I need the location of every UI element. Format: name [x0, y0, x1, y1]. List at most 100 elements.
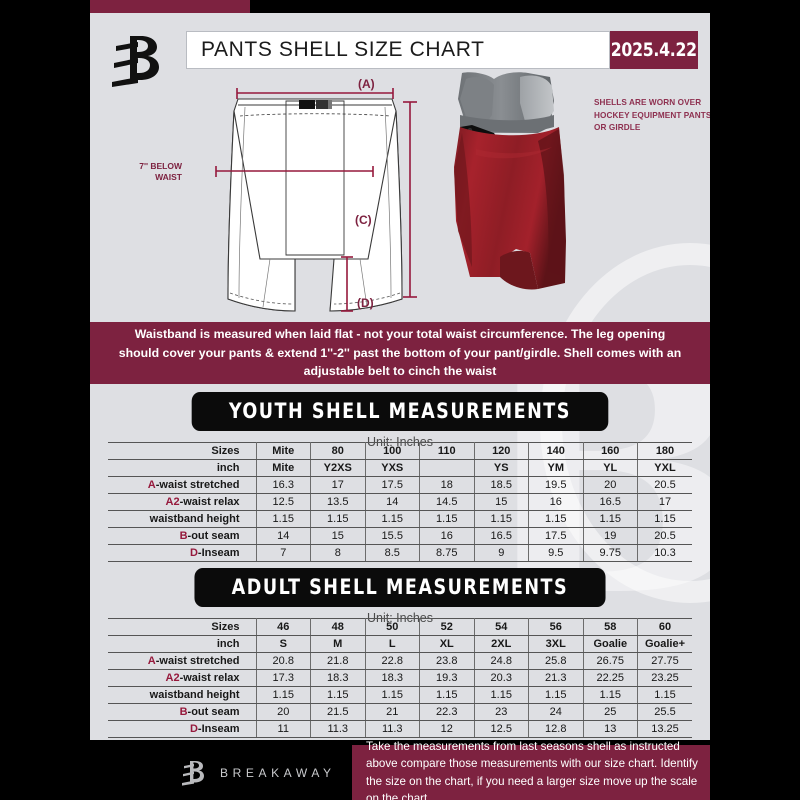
table-cell: 13.25 [637, 720, 692, 738]
table-cell: 13 [582, 720, 638, 738]
date-badge: 2025.4.22 [610, 31, 698, 69]
table-cell: 8.75 [419, 544, 475, 562]
table-cell: 23 [473, 703, 529, 721]
table-cell: 22.25 [582, 669, 638, 687]
label-d: (D) [357, 296, 374, 310]
page-title-text: PANTS SHELL SIZE CHART [201, 38, 485, 61]
table-cell: 46 [255, 618, 311, 636]
table-cell: 25.5 [637, 703, 692, 721]
table-cell: Goalie+ [637, 635, 692, 653]
table-row: B-out seam 20 21.5 21 22.3 23 24 25 25.5 [108, 703, 692, 721]
table-cell: 14 [255, 527, 311, 545]
table-cell: 1.15 [419, 686, 475, 704]
table-cell: 21.3 [528, 669, 584, 687]
measurement-diagram: (A) (B) (C) (D) 7'' BELOW WAIST [90, 71, 710, 321]
table-cell: 1.15 [310, 686, 366, 704]
row-label: Sizes [108, 442, 257, 460]
table-cell: 18 [419, 476, 475, 494]
row-label-code: A [147, 655, 156, 667]
adult-table-wrap: Sizes 46 48 50 52 54 56 58 60 inch S M L XL 2XL 3XL Goal… [108, 618, 692, 738]
table-row: Sizes 46 48 50 52 54 56 58 60 [108, 618, 692, 636]
youth-table-wrap: Sizes Mite 80 100 110 120 140 160 180 inch Mite Y2X… [108, 442, 692, 562]
table-cell: 1.15 [419, 510, 475, 528]
table-cell: 15 [310, 527, 366, 545]
table-cell: S [255, 635, 311, 653]
table-cell: 18.3 [310, 669, 366, 687]
adult-section-header: ADULT SHELL MEASUREMENTS Unit: Inches [90, 568, 710, 625]
row-label-code: D [189, 547, 198, 559]
table-cell: 50 [364, 618, 420, 636]
footer-instructions-text: Take the measurements from last seasons … [366, 740, 698, 800]
table-cell: 100 [364, 442, 420, 460]
table-cell: 24 [528, 703, 584, 721]
table-cell: 60 [637, 618, 692, 636]
table-cell: 19.3 [419, 669, 475, 687]
row-label: inch [108, 635, 257, 653]
table-cell: 11.3 [364, 720, 420, 738]
adult-section-title: ADULT SHELL MEASUREMENTS [194, 568, 606, 607]
table-cell: 1.15 [310, 510, 366, 528]
table-row: Sizes Mite 80 100 110 120 140 160 180 [108, 442, 692, 460]
table-cell: 20 [255, 703, 311, 721]
table-cell: 11 [255, 720, 311, 738]
table-cell: 8.5 [364, 544, 420, 562]
page-header: PANTS SHELL SIZE CHART 2025.4.22 [90, 18, 710, 87]
table-cell: 17 [637, 493, 692, 511]
table-cell: 20 [582, 476, 638, 494]
table-cell: 14 [364, 493, 420, 511]
table-cell: 21.8 [310, 652, 366, 670]
measurement-instructions-text: Waistband is measured when laid flat - n… [118, 327, 682, 379]
table-cell: 21 [364, 703, 420, 721]
breakaway-b-logo-icon [112, 30, 170, 90]
table-cell: 1.15 [364, 510, 420, 528]
label-a: (A) [358, 77, 375, 91]
table-cell: 56 [528, 618, 584, 636]
table-cell: L [364, 635, 420, 653]
table-row: waistband height 1.15 1.15 1.15 1.15 1.15 1.15… [108, 686, 692, 704]
footer-brand-block: BREAKAWAY [90, 745, 352, 800]
table-cell: 7 [255, 544, 311, 562]
table-cell: 17.3 [255, 669, 311, 687]
table-row: B-out seam 14 15 15.5 16 16.5 17.5 19 20.5 [108, 527, 692, 545]
table-cell: YXL [637, 459, 692, 477]
content-panel: B PANTS SHELL SIZE CHART 2025.4.2 [90, 13, 710, 740]
row-label: inch [108, 459, 257, 477]
table-cell: 1.15 [637, 510, 692, 528]
table-row: inch S M L XL 2XL 3XL Goalie Goalie+ [108, 635, 692, 653]
table-cell: 1.15 [528, 686, 584, 704]
measurement-instructions-banner: Waistband is measured when laid flat - n… [90, 322, 710, 384]
table-row: D-Inseam 11 11.3 11.3 12 12.5 12.8 13 13.25 [108, 720, 692, 738]
table-cell: Mite [255, 459, 311, 477]
row-label: D-Inseam [108, 544, 257, 562]
table-cell: 17 [310, 476, 366, 494]
table-cell: 120 [473, 442, 529, 460]
row-label-code: A [147, 479, 156, 491]
table-cell: 10.3 [637, 544, 692, 562]
table-cell: 16.5 [582, 493, 638, 511]
table-cell: 24.8 [473, 652, 529, 670]
table-cell: 25.8 [528, 652, 584, 670]
row-label: A2-waist relax [108, 493, 257, 511]
table-cell: 15.5 [364, 527, 420, 545]
table-cell: 1.15 [255, 510, 311, 528]
row-label: B-out seam [108, 527, 257, 545]
table-cell: 20.8 [255, 652, 311, 670]
table-cell: Mite [255, 442, 311, 460]
table-row: D-Inseam 7 8 8.5 8.75 9 9.5 9.75 10.3 [108, 544, 692, 562]
table-cell: 22.8 [364, 652, 420, 670]
table-cell: 23.8 [419, 652, 475, 670]
table-cell: 17.5 [528, 527, 584, 545]
table-cell: 80 [310, 442, 366, 460]
table-row: A-waist stretched 16.3 17 17.5 18 18.5 19.5 20 2… [108, 476, 692, 494]
table-cell: 48 [310, 618, 366, 636]
table-cell: 20.3 [473, 669, 529, 687]
table-cell: 12.5 [255, 493, 311, 511]
table-row: inch Mite Y2XS YXS YS YM YL YXL [108, 459, 692, 477]
table-cell: 13.5 [310, 493, 366, 511]
table-cell: 1.15 [473, 686, 529, 704]
table-row: A-waist stretched 20.8 21.8 22.8 23.8 24.8 25.… [108, 652, 692, 670]
row-label-code: B [179, 706, 188, 718]
row-label: waistband height [108, 510, 257, 528]
table-cell: 12 [419, 720, 475, 738]
table-cell: 12.8 [528, 720, 584, 738]
